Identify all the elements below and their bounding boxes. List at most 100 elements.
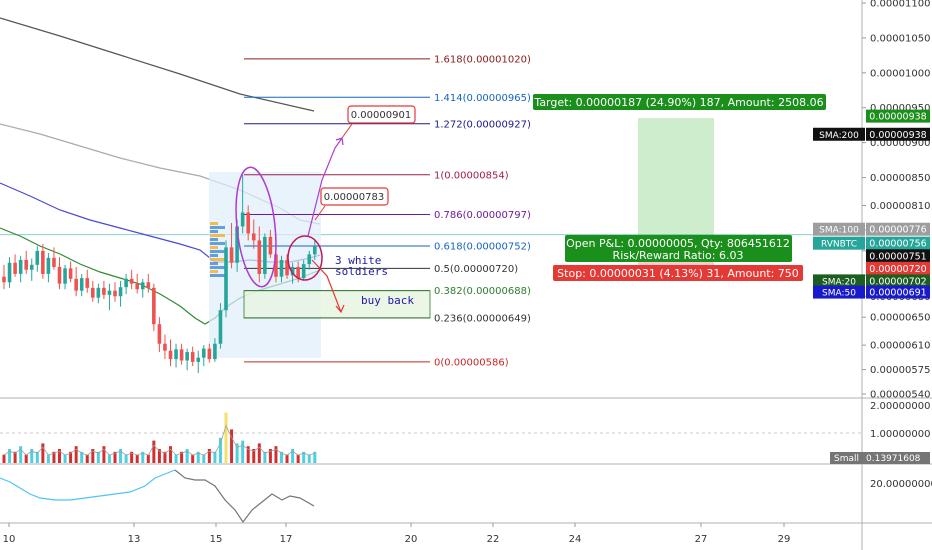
candle-body [168,350,173,360]
candle-body [213,343,217,360]
projection-arrow-down [311,259,342,313]
candle-body [113,290,117,297]
fib-level-label: 0.236(0.00000649) [434,313,531,324]
candle-body [307,254,312,265]
volume-profile-bar [210,270,218,273]
volume-profile-bar [210,238,218,241]
time-tick-label: 10 [3,534,16,545]
price-tick-label: 0.00000810 [870,201,930,212]
volume-bar [207,449,211,463]
price-tag-value: 0.00000776 [869,225,926,236]
volume-pane: 2.00000000 1.00000000 Small 0.13971608 [0,401,930,464]
volume-bar [241,440,245,463]
time-tick-label: 17 [280,534,293,545]
volume-bar [169,446,172,463]
price-tag-label-box [813,127,865,141]
fibonacci-retracement[interactable]: 1.618(0.00001020) 1.414(0.00000965) 1.272(… [243,54,531,368]
time-tick-label: 22 [487,534,500,545]
volume-bar [74,446,78,463]
time-tick-label: 15 [210,534,223,545]
candle-body [41,250,45,274]
volume-profile-bar [210,242,225,245]
price-tick-label: 0.00000650 [870,313,930,324]
volume-bar [157,449,161,463]
candle-body [224,247,228,311]
candle-body [274,254,278,277]
price-tag-value-box [866,127,930,141]
pnl-box [565,235,792,262]
volume-bar [141,451,145,463]
candle-body [52,257,56,267]
price-tag-value: 0.00000691 [869,288,926,299]
volume-profile-bar [210,230,218,233]
volume-bar [252,449,256,463]
candle-body [135,283,139,290]
volume-bar [85,454,89,463]
price-tag-label: SMA:20 [822,277,856,287]
price-tag-value: 0.00000720 [869,264,926,275]
volume-tag-label: Small [834,454,859,464]
candle-body [207,348,212,360]
volume-bar [80,451,84,463]
volume-bar [46,454,50,463]
oscillator-line [174,469,315,524]
volume-bar [96,451,100,463]
candles [2,174,317,374]
price-tag-label: SMA:50 [822,289,856,299]
candle-body [263,236,267,274]
volume-bar [58,449,61,463]
oscillator-pane: 20.00000000 [0,469,932,524]
volume-bar [180,451,184,463]
fib-level-label: 1.272(0.00000927) [434,119,531,130]
candle-body [35,250,40,265]
volume-bar [41,443,45,463]
price-tag-value-box [866,285,930,299]
volume-profile-bar [210,246,218,249]
volume-bar [163,451,167,463]
candle-body [13,262,17,274]
price-tick-label: 0.00000950 [870,103,930,114]
price-tag-value-box [866,109,930,123]
volume-profile-bar [210,274,225,277]
candle-body [2,276,6,283]
volume-bar [19,446,23,463]
candle-body [185,352,189,361]
volume-bar [224,412,228,463]
buy-back-text: buy back [361,294,414,307]
candle-body [79,278,84,291]
volume-tag-value: 0.13971608 [866,454,921,464]
candle-body [301,264,306,279]
price-tag-value: 0.00000702 [869,276,926,287]
candle-body [96,287,101,298]
candle-body [174,349,178,360]
price-tag-label-box [813,274,865,288]
time-tick-label: 20 [405,534,418,545]
volume-bar [257,443,261,463]
candle-body [296,266,300,279]
volume-bar [146,454,150,463]
volume-axis-label: 1.00000000 [870,429,930,440]
fib-level-label: 0.618(0.00000752) [434,241,531,252]
price-tick-label: 0.00001050 [870,33,930,44]
fib-level-label: 1.618(0.00001020) [434,54,531,65]
volume-bar [30,449,34,463]
volume-profile-bar [210,258,225,261]
volume-bar [235,443,239,463]
risk-reward-text: Risk/Reward Ratio: 6.03 [613,249,744,262]
volume-bar [313,451,317,463]
price-tag-label-box [813,222,865,236]
fib-level-label: 0.5(0.00000720) [434,264,518,275]
volume-bar [246,446,250,463]
position-tool[interactable]: Target: 0.00000187 (24.90%) 187, Amount:… [0,94,862,281]
oscillator-line-fast [0,469,176,501]
fib-level-label: 0.382(0.00000688) [434,286,531,297]
price-tag-label-box [813,236,865,250]
candle-body [24,259,28,270]
price-tick-label: 0.00001100 [870,0,930,10]
volume-bar [91,449,95,463]
volume-axis-label: 2.00000000 [870,401,930,412]
time-tick-label: 13 [128,534,141,545]
volume-bar [35,451,39,463]
